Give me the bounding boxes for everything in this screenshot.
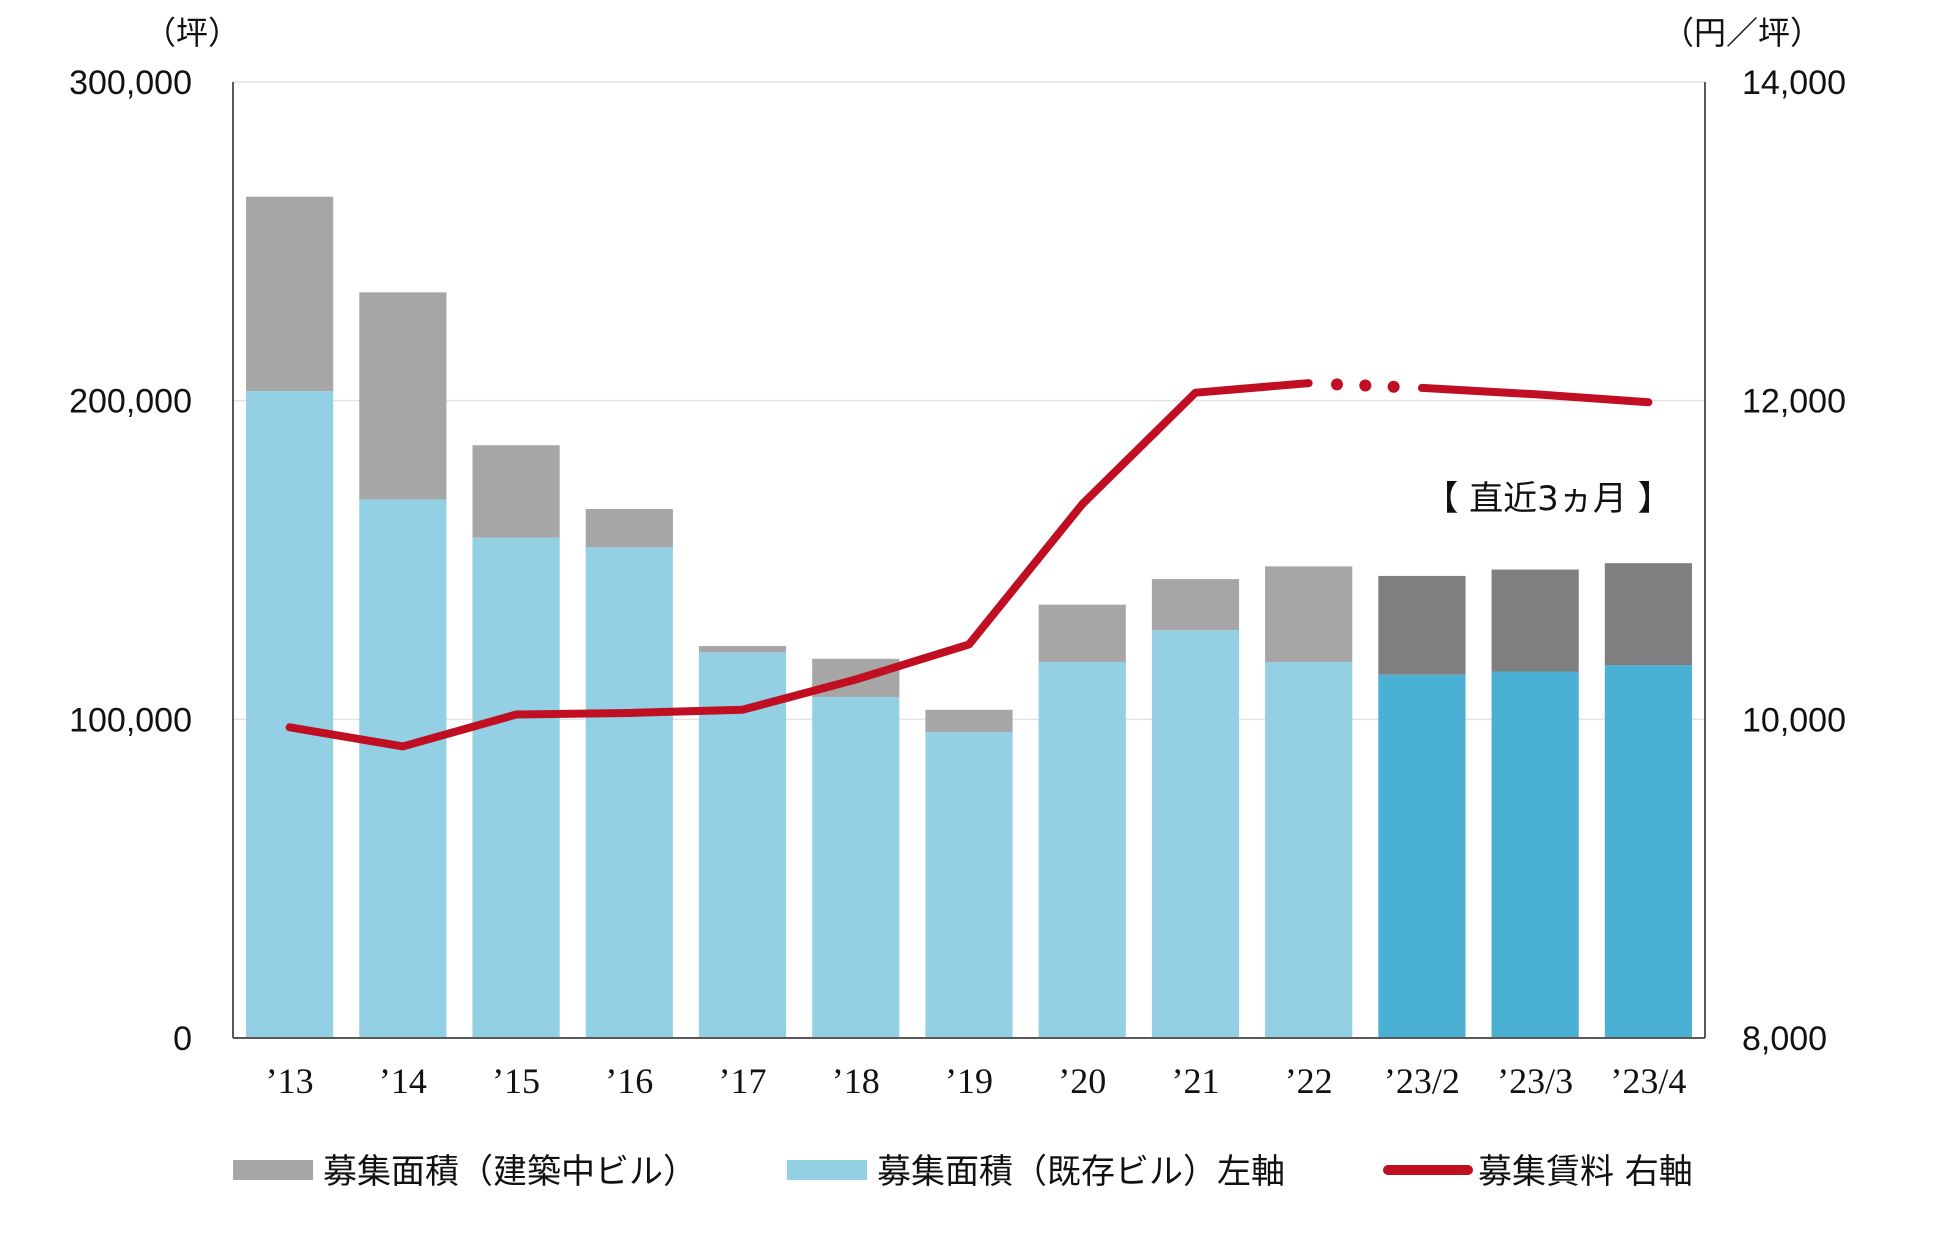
bar-existing — [1378, 674, 1466, 1038]
y-right-tick-label: 12,000 — [1742, 383, 1846, 421]
legend-swatch-existing — [787, 1160, 867, 1180]
y-left-tick-label: 300,000 — [69, 64, 192, 102]
bars — [246, 196, 1692, 1038]
x-tick-label: ’14 — [379, 1061, 427, 1101]
gridlines — [233, 81, 1705, 721]
bar-existing — [698, 652, 787, 1038]
x-tick-label: ’16 — [605, 1061, 653, 1101]
x-tick-label: ’22 — [1285, 1061, 1333, 1101]
x-tick-label: ’20 — [1058, 1061, 1106, 1101]
right-axis-unit: （円／坪） — [1662, 14, 1822, 52]
y-right-tick-label: 14,000 — [1742, 64, 1846, 102]
rent-line-gap-dot — [1331, 378, 1343, 391]
bar-construction — [1151, 579, 1240, 631]
y-left-tick-label: 200,000 — [69, 383, 192, 421]
legend-label-existing: 募集面積（既存ビル）左軸 — [877, 1152, 1285, 1192]
x-tick-label: ’23/3 — [1497, 1061, 1573, 1101]
bar-construction — [698, 646, 787, 653]
bar-construction — [925, 709, 1013, 733]
legend-label-construction: 募集面積（建築中ビル） — [323, 1152, 697, 1192]
rent-line-recent — [1417, 383, 1653, 407]
x-tick-label: ’15 — [492, 1061, 540, 1101]
bar-existing — [585, 547, 673, 1038]
bar-construction — [1265, 566, 1353, 662]
bar-construction — [472, 445, 560, 538]
tick-labels: 0 100,000 200,000 300,000 8,000 10,000 12,000 1… — [69, 64, 1846, 1101]
bar-construction — [246, 196, 334, 392]
bar-existing — [472, 537, 560, 1038]
y-left-tick-label: 100,000 — [69, 701, 192, 739]
bar-existing — [1491, 671, 1579, 1038]
bar-existing — [925, 732, 1013, 1038]
y-left-tick-label: 0 — [173, 1020, 192, 1058]
rent-line-gap-dot — [1359, 379, 1372, 392]
legend-label-rent: 募集賃料 右軸 — [1478, 1152, 1693, 1192]
bar-existing — [812, 697, 900, 1038]
bar-existing — [1038, 661, 1126, 1038]
rent-line-annual — [285, 379, 1313, 751]
bar-construction — [1604, 563, 1692, 666]
axes — [232, 82, 1706, 1039]
y-right-tick-label: 10,000 — [1742, 701, 1846, 739]
x-tick-label: ’23/4 — [1610, 1061, 1686, 1101]
legend: 募集面積（建築中ビル） 募集面積（既存ビル）左軸 募集賃料 右軸 — [233, 1152, 1693, 1192]
x-tick-label: ’23/2 — [1384, 1061, 1460, 1101]
bar-construction — [359, 292, 447, 500]
legend-swatch-construction — [233, 1160, 313, 1180]
x-tick-label: ’21 — [1171, 1061, 1219, 1101]
rent-line — [285, 378, 1653, 751]
y-right-tick-label: 8,000 — [1742, 1020, 1827, 1058]
bar-existing — [1604, 665, 1692, 1038]
recent-months-annotation: 【 直近3ヵ月 】 — [1424, 479, 1671, 519]
bar-construction — [1491, 569, 1579, 672]
x-tick-label: ’18 — [832, 1061, 880, 1101]
left-axis-unit: （坪） — [144, 14, 240, 52]
bar-construction — [585, 509, 673, 548]
bar-existing — [1265, 661, 1353, 1038]
x-tick-label: ’13 — [266, 1061, 314, 1101]
x-tick-label: ’17 — [719, 1061, 767, 1101]
bar-construction — [1038, 604, 1126, 662]
bar-existing — [246, 391, 334, 1038]
rent-line-gap-dot — [1387, 380, 1400, 393]
bar-existing — [1151, 630, 1240, 1038]
bar-construction — [1378, 575, 1466, 675]
bar-existing — [359, 499, 447, 1038]
x-tick-label: ’19 — [945, 1061, 993, 1101]
